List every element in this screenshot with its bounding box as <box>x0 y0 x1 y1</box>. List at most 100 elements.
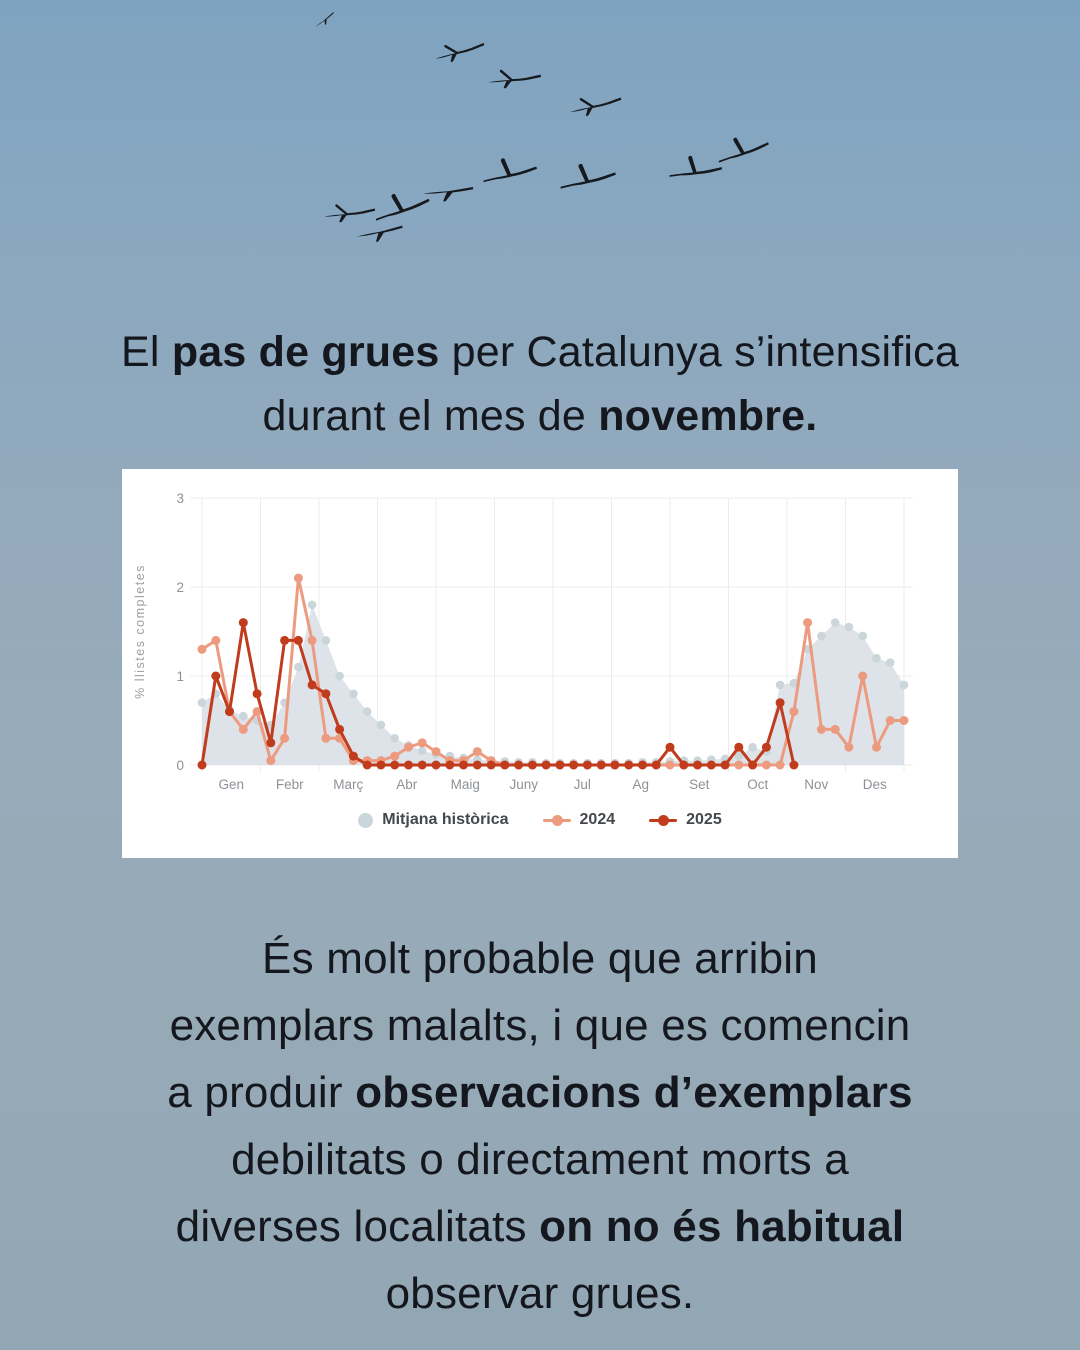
marker-2024 <box>665 760 675 770</box>
crane-icon <box>356 225 403 242</box>
x-tick-label: Nov <box>804 777 828 792</box>
marker-mitjana-historica <box>899 680 909 690</box>
marker-2025 <box>624 760 634 770</box>
x-tick-label: Maig <box>451 777 480 792</box>
marker-2024 <box>761 760 771 770</box>
marker-2025 <box>211 671 221 681</box>
marker-2025 <box>266 738 276 748</box>
marker-2024 <box>417 738 427 748</box>
marker-2025 <box>610 760 620 770</box>
legend-swatch-2024 <box>542 814 571 826</box>
marker-mitjana-historica <box>734 751 744 761</box>
marker-2024 <box>830 724 840 734</box>
marker-2024 <box>404 742 413 752</box>
marker-2025 <box>569 760 579 770</box>
x-tick-label: Abr <box>396 777 418 792</box>
x-tick-label: Jul <box>574 777 591 792</box>
x-tick-label: Des <box>863 777 887 792</box>
marker-2024 <box>431 747 441 757</box>
text-line: El pas de grues per Catalunya s’intensif… <box>121 328 959 376</box>
marker-mitjana-historica <box>239 711 248 721</box>
crane-icon <box>560 163 616 189</box>
y-tick-label: 1 <box>176 669 184 684</box>
marker-mitjana-historica <box>417 746 427 756</box>
marker-2024 <box>238 724 248 734</box>
post-heading: El pas de grues per Catalunya s’intensif… <box>0 320 1080 448</box>
marker-2024 <box>775 760 785 770</box>
marker-2025 <box>225 707 234 717</box>
marker-2025 <box>321 689 331 699</box>
text-line: És molt probable que arribin <box>262 934 818 983</box>
marker-mitjana-historica <box>349 689 358 699</box>
crane-icon <box>718 137 769 163</box>
marker-2024 <box>899 716 909 725</box>
marker-2024 <box>803 618 813 628</box>
marker-2024 <box>872 742 881 752</box>
marker-2024 <box>266 756 276 766</box>
marker-2025 <box>293 635 303 645</box>
marker-2025 <box>335 724 345 734</box>
legend-label-mitjana-historica: Mitjana històrica <box>382 811 509 828</box>
marker-2025 <box>720 760 730 770</box>
marker-2024 <box>307 635 317 645</box>
marker-2025 <box>706 760 716 770</box>
y-tick-label: 0 <box>176 758 184 773</box>
marker-2025 <box>761 742 771 752</box>
crane-icon <box>483 158 537 183</box>
marker-2024 <box>885 716 895 725</box>
marker-2025 <box>665 742 675 752</box>
marker-2024 <box>844 742 854 752</box>
marker-mitjana-historica <box>748 742 757 752</box>
marker-mitjana-historica <box>817 631 826 641</box>
marker-2025 <box>307 680 317 690</box>
x-tick-label: Juny <box>509 777 538 792</box>
x-tick-label: Febr <box>276 777 304 792</box>
marker-2025 <box>748 760 758 770</box>
legend-swatch-2025 <box>649 814 678 826</box>
marker-2024 <box>293 573 303 583</box>
marker-2025 <box>582 760 592 770</box>
marker-2024 <box>211 635 221 645</box>
marker-2025 <box>555 760 565 770</box>
y-tick-label: 2 <box>176 580 184 595</box>
text-line: observar grues. <box>385 1269 695 1318</box>
marker-2025 <box>679 760 689 770</box>
marker-2025 <box>514 760 524 770</box>
marker-2025 <box>459 760 468 770</box>
marker-2025 <box>541 760 551 770</box>
marker-2024 <box>197 644 207 654</box>
marker-mitjana-historica <box>197 698 207 707</box>
marker-2025 <box>348 751 358 761</box>
marker-2024 <box>858 671 868 681</box>
marker-mitjana-historica <box>830 618 840 627</box>
marker-2025 <box>376 760 386 770</box>
crane-icon <box>324 204 376 223</box>
marker-2024 <box>789 707 799 717</box>
crane-icon <box>315 12 335 28</box>
marker-2025 <box>390 760 400 770</box>
marker-2025 <box>431 760 441 770</box>
crane-icon <box>435 42 485 62</box>
marker-2025 <box>472 760 482 770</box>
marker-mitjana-historica <box>844 622 854 632</box>
marker-mitjana-historica <box>294 662 303 672</box>
text-line: debilitats o directament morts a <box>231 1135 849 1184</box>
x-tick-label: Gen <box>218 777 244 792</box>
marker-2024 <box>252 707 262 717</box>
crane-icon <box>375 193 430 221</box>
marker-mitjana-historica <box>335 671 344 681</box>
marker-2025 <box>596 760 606 770</box>
legend-label-2025: 2025 <box>686 811 722 828</box>
marker-2025 <box>789 760 799 770</box>
marker-2025 <box>362 760 372 770</box>
legend-item-2025: 2025 <box>649 811 722 829</box>
chart-legend: Mitjana històrica 2024 2025 <box>122 811 958 829</box>
chart-panel: 0 1 2 3 Gen Febr Març Abr Maig Juny Jul Ag Set Oct Nov… <box>122 469 958 858</box>
crane-icon <box>669 155 723 177</box>
marker-2025 <box>197 760 207 770</box>
marker-2024 <box>321 733 331 743</box>
marker-2024 <box>734 760 744 770</box>
x-tick-label: Ag <box>632 777 649 792</box>
legend-item-mitjana-historica: Mitjana històrica <box>358 811 509 829</box>
crane-icon <box>422 187 474 202</box>
